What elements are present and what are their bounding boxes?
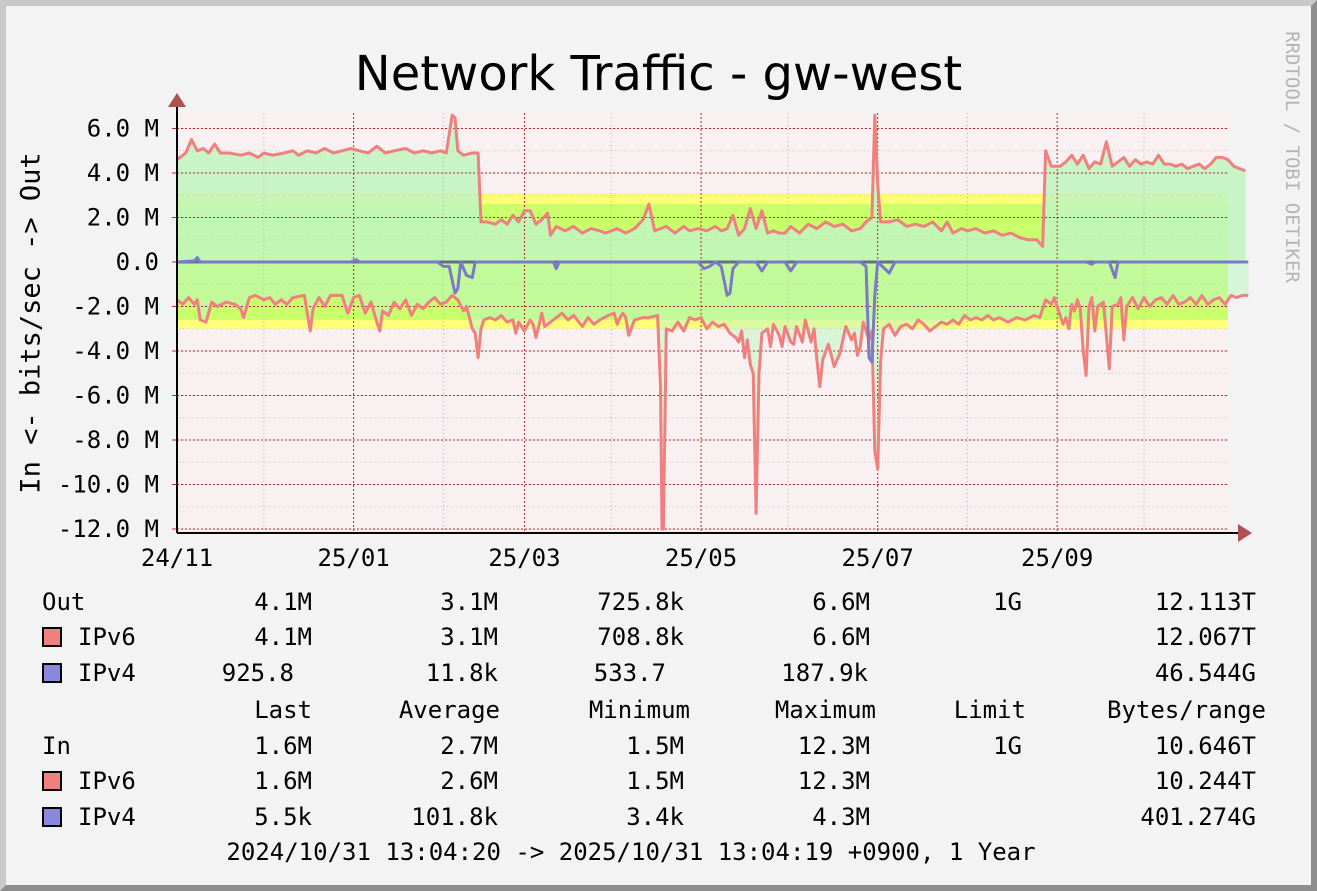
legend-swatch-in-ipv6 xyxy=(42,771,62,791)
legend-out-ipv6-average: 3.1M xyxy=(440,623,498,651)
legend-in-ipv4-minimum: 3.4k xyxy=(626,803,684,831)
legend-header-limit: Limit xyxy=(953,696,1026,724)
legend-swatch-out-ipv4 xyxy=(42,663,62,683)
y-tick-label: -10.0 M xyxy=(58,471,159,499)
legend-header-maximum: Maximum xyxy=(774,696,876,724)
legend-header-bytes: Bytes/range xyxy=(1107,696,1266,724)
legend-swatch-out-ipv6 xyxy=(42,627,62,647)
legend-out-average: 3.1M xyxy=(440,588,498,616)
legend-in-minimum: 1.5M xyxy=(626,732,684,760)
legend-in-maximum: 12.3M xyxy=(797,732,870,760)
legend-in-ipv6-label: IPv6 xyxy=(78,767,136,795)
legend-header-minimum: Minimum xyxy=(588,696,690,724)
legend-out-minimum: 725.8k xyxy=(597,588,684,616)
legend-in-bytes: 10.646T xyxy=(1154,732,1256,760)
chart-title: Network Traffic - gw-west xyxy=(354,46,963,102)
series-ipv4-line xyxy=(176,256,1249,364)
x-tick-label: 25/05 xyxy=(665,544,737,572)
y-tick-label: -4.0 M xyxy=(72,337,159,365)
legend-in-ipv6-maximum: 12.3M xyxy=(797,767,870,795)
legend-out-ipv4-last: 925.8 xyxy=(221,659,294,687)
x-tick-label: 25/03 xyxy=(488,544,560,572)
y-tick-label: 6.0 M xyxy=(87,115,159,143)
legend-out-ipv6-bytes: 12.067T xyxy=(1154,623,1256,651)
legend-swatch-in-ipv4 xyxy=(42,807,62,827)
x-axis-arrow xyxy=(1238,524,1252,542)
time-range-footer: 2024/10/31 13:04:20 -> 2025/10/31 13:04:… xyxy=(226,838,1036,866)
legend-in-last: 1.6M xyxy=(254,732,312,760)
x-tick-label: 24/11 xyxy=(141,544,213,572)
y-tick-label: -8.0 M xyxy=(72,426,159,454)
legend-in-ipv6-minimum: 1.5M xyxy=(626,767,684,795)
legend-in-ipv4-bytes: 401.274G xyxy=(1140,803,1256,831)
in-area xyxy=(177,262,1249,529)
legend-header-last: Last xyxy=(254,696,312,724)
legend-in-limit: 1G xyxy=(993,732,1022,760)
legend-in-label: In xyxy=(42,732,71,760)
legend-out-ipv4-bytes: 46.544G xyxy=(1154,659,1256,687)
y-axis-arrow xyxy=(168,93,186,107)
legend-in-ipv6-last: 1.6M xyxy=(254,767,312,795)
legend-in-ipv4-maximum: 4.3M xyxy=(812,803,870,831)
x-tick-label: 25/09 xyxy=(1021,544,1093,572)
legend-in-ipv4-last: 5.5k xyxy=(254,803,312,831)
legend-out-maximum: 6.6M xyxy=(812,588,870,616)
legend-out-limit: 1G xyxy=(993,588,1022,616)
legend-out-ipv4-label: IPv4 xyxy=(78,659,136,687)
legend-in-ipv4-average: 101.8k xyxy=(411,803,498,831)
y-tick-label: -12.0 M xyxy=(58,515,159,543)
legend-out-bytes: 12.113T xyxy=(1154,588,1256,616)
legend-in-average: 2.7M xyxy=(440,732,498,760)
y-tick-label: 4.0 M xyxy=(87,159,159,187)
y-tick-label: -2.0 M xyxy=(72,293,159,321)
legend-out-ipv6-maximum: 6.6M xyxy=(812,623,870,651)
legend-in-ipv6-average: 2.6M xyxy=(440,767,498,795)
legend-in-ipv6-bytes: 10.244T xyxy=(1154,767,1256,795)
series-in-ipv6-line xyxy=(176,293,1249,531)
legend-out-last: 4.1M xyxy=(254,588,312,616)
x-tick-label: 25/01 xyxy=(317,544,389,572)
legend-out-ipv4-maximum: 187.9k xyxy=(781,659,868,687)
legend-out-label: Out xyxy=(42,588,86,616)
legend-out-ipv4-average: 11.8k xyxy=(425,659,498,687)
legend-in-ipv4-label: IPv4 xyxy=(78,803,136,831)
x-tick-label: 25/07 xyxy=(842,544,914,572)
legend-out-ipv6-minimum: 708.8k xyxy=(597,623,684,651)
legend-out-ipv6-last: 4.1M xyxy=(254,623,312,651)
y-tick-label: 2.0 M xyxy=(87,204,159,232)
series-out-ipv6-line xyxy=(176,113,1246,248)
y-tick-label: 0.0 xyxy=(116,248,159,276)
out-area xyxy=(177,115,1246,262)
legend-out-ipv6-label: IPv6 xyxy=(78,623,136,651)
y-tick-label: -6.0 M xyxy=(72,382,159,410)
legend-header-average: Average xyxy=(398,696,500,724)
legend-out-ipv4-minimum: 533.7 xyxy=(593,659,666,687)
